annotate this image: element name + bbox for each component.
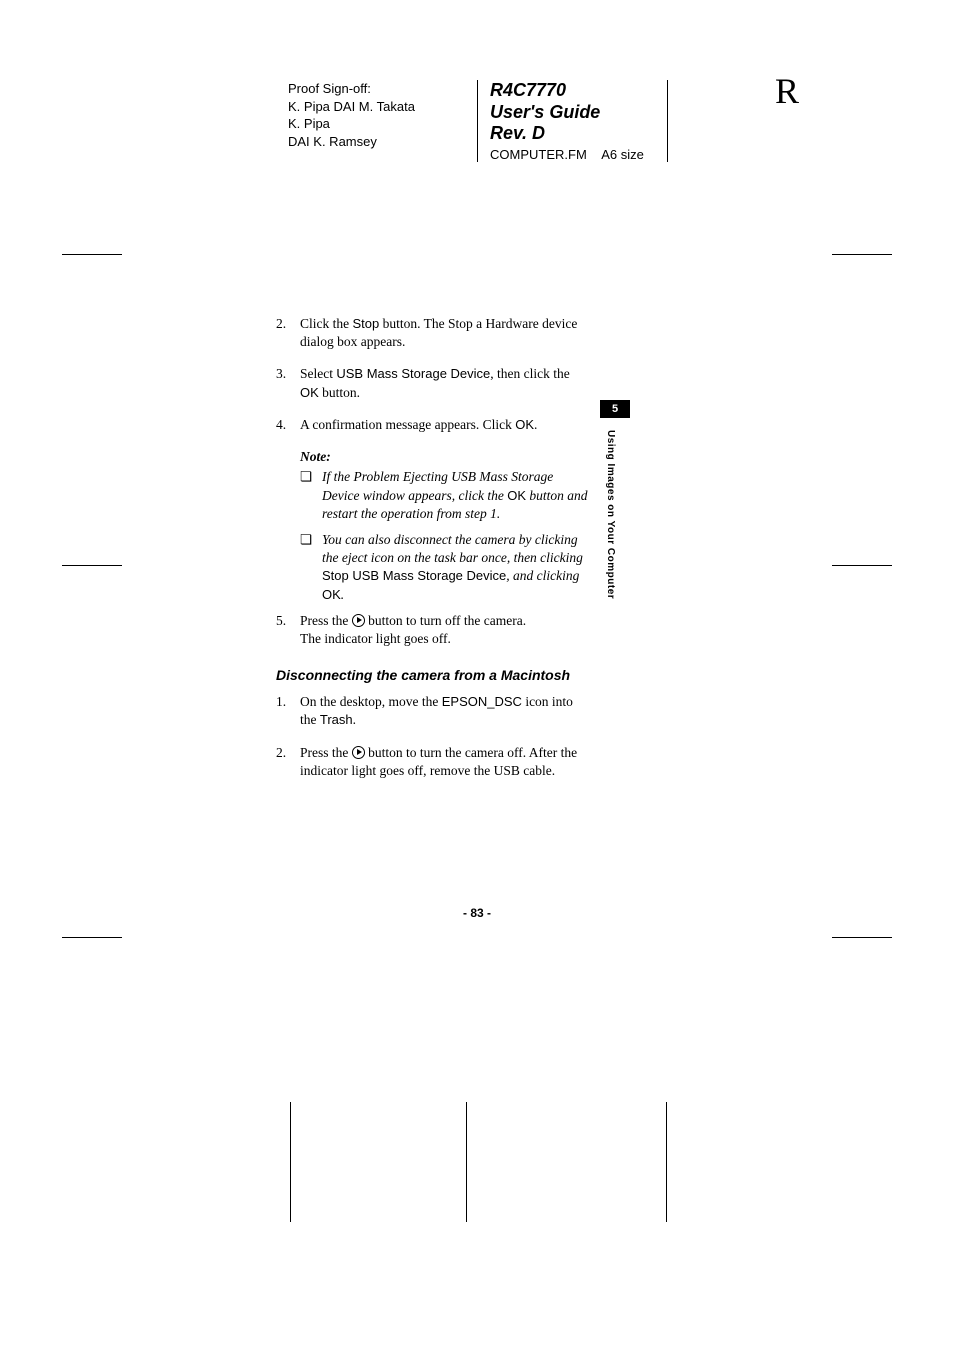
bullet-icon: ❏ [300, 531, 322, 604]
step-number: 1. [276, 693, 300, 729]
step-5: 5. Press the button to turn off the came… [276, 612, 588, 648]
crop-mark [62, 937, 122, 938]
doc-id: R4C7770 User's Guide Rev. D COMPUTER.FM … [478, 80, 668, 162]
step-text: A confirmation message appears. Click OK… [300, 416, 588, 434]
play-icon [352, 746, 365, 759]
doc-guide: User's Guide [490, 102, 667, 124]
mac-heading: Disconnecting the camera from a Macintos… [276, 666, 588, 685]
crop-mark [832, 937, 892, 938]
note-item-2: ❏ You can also disconnect the camera by … [300, 531, 588, 604]
doc-file: COMPUTER.FM A6 size [490, 147, 667, 162]
step-text: Select USB Mass Storage Device, then cli… [300, 365, 588, 401]
bullet-icon: ❏ [300, 468, 322, 523]
body-content: 2. Click the Stop button. The Stop a Har… [276, 315, 588, 794]
proof-line3: DAI K. Ramsey [288, 133, 469, 151]
step-4: 4. A confirmation message appears. Click… [276, 416, 588, 434]
step-number: 5. [276, 612, 300, 648]
crop-mark [466, 1102, 467, 1222]
proof-label: Proof Sign-off: [288, 80, 469, 98]
crop-mark [832, 565, 892, 566]
note-text: If the Problem Ejecting USB Mass Storage… [322, 468, 588, 523]
step-number: 2. [276, 315, 300, 351]
mac-step-1: 1. On the desktop, move the EPSON_DSC ic… [276, 693, 588, 729]
crop-mark [666, 1102, 667, 1222]
proof-signoff: Proof Sign-off: K. Pipa DAI M. Takata K.… [288, 80, 478, 162]
chapter-label: Using Images on Your Computer [605, 430, 616, 599]
step-2: 2. Click the Stop button. The Stop a Har… [276, 315, 588, 351]
proof-line2: K. Pipa [288, 115, 469, 133]
crop-mark [62, 254, 122, 255]
step-number: 4. [276, 416, 300, 434]
note-text: You can also disconnect the camera by cl… [322, 531, 588, 604]
step-text: Press the button to turn off the camera.… [300, 612, 588, 648]
note-item-1: ❏ If the Problem Ejecting USB Mass Stora… [300, 468, 588, 523]
chapter-tab: 5 [600, 400, 630, 418]
crop-mark [62, 565, 122, 566]
mac-step-2: 2. Press the button to turn the camera o… [276, 744, 588, 780]
header-block: Proof Sign-off: K. Pipa DAI M. Takata K.… [288, 80, 668, 162]
page-side-letter: R [775, 70, 799, 112]
doc-code: R4C7770 [490, 80, 667, 102]
step-text: Press the button to turn the camera off.… [300, 744, 588, 780]
page-number: - 83 - [0, 906, 954, 920]
crop-mark [832, 254, 892, 255]
crop-mark [290, 1102, 291, 1222]
step-number: 3. [276, 365, 300, 401]
step-number: 2. [276, 744, 300, 780]
step-3: 3. Select USB Mass Storage Device, then … [276, 365, 588, 401]
play-icon [352, 614, 365, 627]
step-text: On the desktop, move the EPSON_DSC icon … [300, 693, 588, 729]
note-label: Note: [300, 448, 588, 466]
step-text: Click the Stop button. The Stop a Hardwa… [300, 315, 588, 351]
doc-rev: Rev. D [490, 123, 667, 145]
proof-line1: K. Pipa DAI M. Takata [288, 98, 469, 116]
